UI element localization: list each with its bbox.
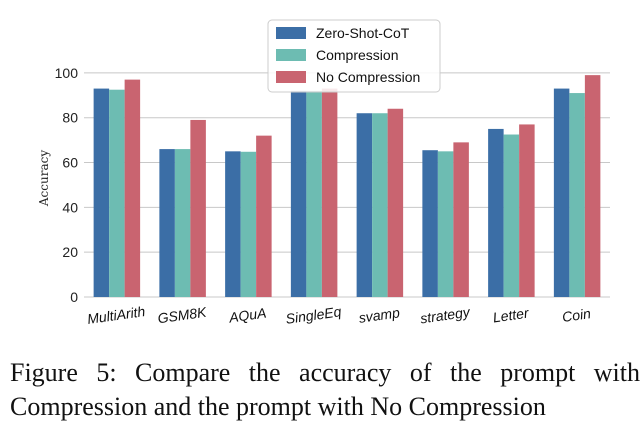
x-tick-label: Letter [492,304,531,325]
legend-swatch [276,49,306,61]
bar-compression-gsm8k [174,149,191,297]
x-tick-label: Coin [561,305,592,325]
legend-label: Compression [316,47,398,63]
bar-no-compression-strategy [453,142,469,297]
x-tick-label: AQuA [227,305,267,326]
bar-zero-shot-cot-strategy [422,150,438,297]
bar-zero-shot-cot-singleeq [290,90,307,297]
bar-no-compression-svamp [387,108,404,297]
bar-compression-aqua [240,151,257,297]
legend-label: No Compression [316,69,420,85]
x-tick-label: SingleEq [285,303,343,327]
legend-swatch [276,71,306,83]
legend-label: Zero-Shot-CoT [316,25,410,41]
y-tick-label: 60 [62,155,78,171]
bar-no-compression-aqua [256,135,272,297]
y-tick-label: 100 [55,65,79,81]
bar-chart: 0 20 40 60 80 100 MultiArith GSM8K AQuA SingleEq s… [37,19,610,327]
bar-zero-shot-cot-coin [553,88,570,298]
axes: 0 20 40 60 80 100 MultiArith GSM8K AQuA SingleEq s… [55,65,592,327]
bar-compression-strategy [437,151,454,297]
legend-box [267,19,441,93]
bar-compression-coin [569,93,585,297]
y-tick-label: 80 [62,110,78,126]
y-tick-label: 20 [62,244,78,260]
bar-no-compression-multiarith [124,79,141,297]
bar-compression-svamp [372,113,388,297]
x-tick-label: MultiArith [86,303,146,327]
x-tick-label: svamp [358,304,401,326]
bar-zero-shot-cot-gsm8k [159,149,175,297]
bar-zero-shot-cot-aqua [225,151,241,297]
figure-caption: Figure 5: Compare the accuracy of the pr… [10,358,640,421]
legend-swatch [276,27,306,39]
bar-zero-shot-cot-letter [488,128,504,297]
x-tick-label: strategy [419,304,472,327]
x-tick-label: GSM8K [157,304,208,327]
legend: Zero-Shot-CoT Compression No Compression [267,19,441,93]
bar-compression-multiarith [109,89,125,297]
bar-compression-singleeq [306,90,322,297]
y-axis-label: Accuracy [37,150,51,207]
bar-no-compression-gsm8k [190,119,206,298]
bar-zero-shot-cot-multiarith [93,88,110,298]
bars [93,75,601,298]
y-tick-label: 40 [62,199,78,215]
bar-no-compression-coin [584,75,601,297]
bar-no-compression-letter [519,124,535,297]
bar-no-compression-singleeq [321,88,338,298]
bar-zero-shot-cot-svamp [356,113,373,297]
y-tick-label: 0 [70,289,78,305]
bar-compression-letter [503,134,520,297]
